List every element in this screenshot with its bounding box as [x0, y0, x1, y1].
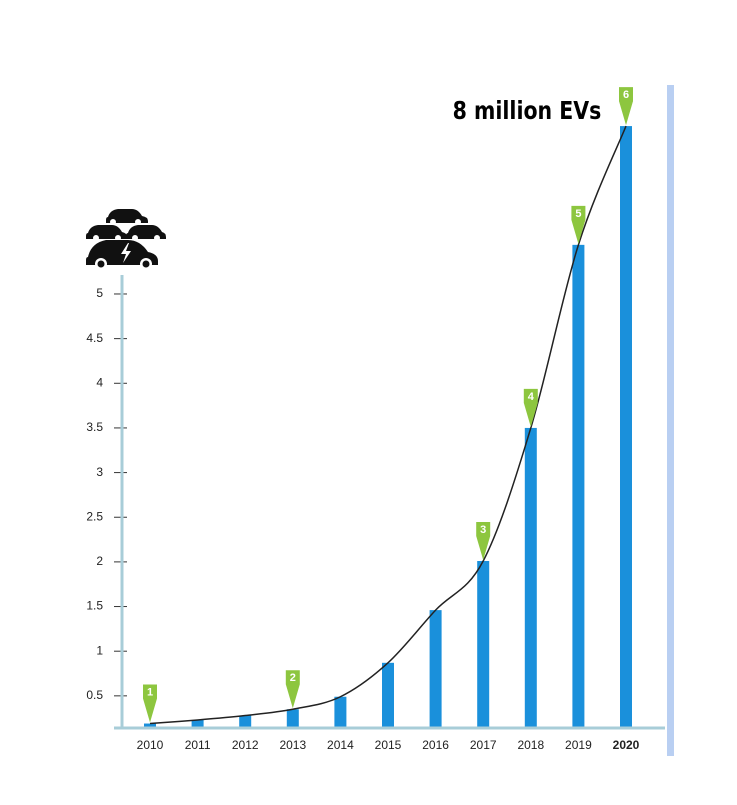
car-icons: [86, 209, 166, 270]
milestone-label: 6: [623, 89, 629, 101]
milestone-marker: 1: [143, 684, 157, 723]
milestone-flag: [285, 670, 300, 709]
bar: [477, 560, 490, 728]
bar: [382, 662, 394, 728]
bar: [524, 427, 537, 728]
x-tick-label: 2012: [232, 738, 259, 752]
x-tick-label: 2017: [470, 738, 497, 752]
x-tick-label: 2010: [137, 738, 164, 752]
x-tick-label: 2014: [327, 738, 354, 752]
side-bar: [667, 85, 674, 756]
bar: [620, 126, 632, 729]
milestone-flag: [619, 87, 633, 126]
y-tick-label: 3: [96, 465, 103, 479]
bar: [239, 715, 252, 728]
bar: [429, 610, 442, 728]
x-tick-label: 2020: [613, 738, 640, 752]
milestone-marker: 4: [523, 388, 538, 427]
milestone-label: 3: [480, 524, 486, 536]
milestone-marker: 5: [571, 205, 586, 244]
milestone-flag: [143, 684, 157, 723]
milestone-label: 5: [575, 208, 581, 220]
milestone-marker: 6: [619, 87, 633, 126]
x-tick-label: 2015: [375, 738, 402, 752]
y-tick-label: 1: [96, 643, 103, 657]
y-tick-label: 1.5: [86, 599, 103, 613]
x-tick-label: 2019: [565, 738, 592, 752]
milestone-flag: [476, 521, 491, 560]
x-tick-label: 2011: [185, 738, 211, 752]
y-tick-label: 0.5: [86, 688, 103, 702]
milestone-label: 1: [147, 686, 153, 698]
y-tick-label: 4: [96, 375, 103, 389]
milestone-marker: 3: [476, 521, 491, 560]
bar: [144, 723, 156, 728]
y-tick-label: 2: [96, 554, 103, 568]
bar: [191, 719, 204, 728]
y-tick-label: 2.5: [86, 509, 103, 523]
trend-line: [149, 125, 627, 725]
annotation: 8 million EVs: [453, 97, 602, 125]
bar: [334, 696, 347, 728]
y-tick-label: 5: [96, 286, 103, 300]
y-tick-label: 4.5: [86, 331, 103, 345]
milestone-marker: 2: [285, 670, 300, 709]
y-tick-label: 3.5: [86, 420, 103, 434]
x-tick-label: 2013: [279, 738, 306, 752]
milestone-label: 2: [290, 672, 296, 684]
x-tick-label: 2016: [422, 738, 449, 752]
milestone-flag: [523, 388, 538, 427]
milestone-flag: [571, 205, 586, 244]
bar: [572, 244, 585, 729]
bar: [286, 709, 299, 728]
milestone-label: 4: [528, 391, 535, 403]
x-tick-label: 2018: [517, 738, 544, 752]
